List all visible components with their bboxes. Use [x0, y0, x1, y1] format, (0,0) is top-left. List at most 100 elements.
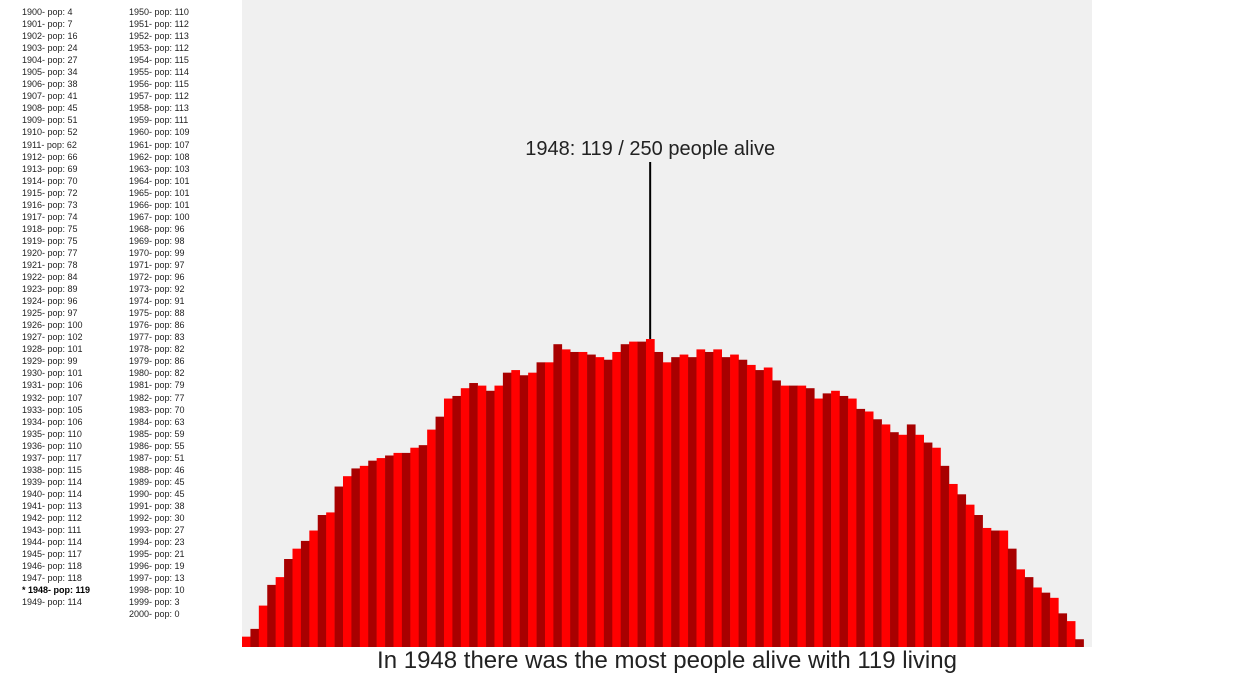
year-list-item: 1911- pop: 62 — [22, 139, 77, 150]
bar-1901 — [250, 628, 260, 647]
bar-1937 — [553, 344, 563, 647]
year-list-item: 1967- pop: 100 — [129, 211, 190, 222]
bar-1946 — [629, 341, 638, 647]
year-list-item: 1986- pop: 55 — [129, 440, 185, 451]
year-list-item: 1957- pop: 112 — [129, 91, 189, 102]
year-list-item: 1943- pop: 111 — [22, 525, 82, 536]
bar-1907 — [300, 540, 310, 647]
year-list-item: 1955- pop: 114 — [129, 67, 189, 78]
bar-1938 — [561, 349, 571, 647]
bar-1927 — [469, 383, 478, 647]
bar-1930 — [494, 385, 504, 647]
year-list-item: 1936- pop: 110 — [22, 440, 82, 451]
year-list-item: 1927- pop: 102 — [22, 332, 83, 343]
year-list-item: 1976- pop: 86 — [129, 320, 185, 331]
bar-1980 — [915, 434, 924, 647]
bar-1979 — [906, 424, 916, 647]
bar-1914 — [359, 465, 369, 647]
bar-1935 — [536, 362, 546, 647]
bar-1906 — [292, 548, 302, 647]
bar-1957 — [721, 357, 731, 647]
bar-1902 — [258, 605, 268, 647]
year-list-item: 1980- pop: 82 — [129, 368, 185, 379]
year-list-item: 1919- pop: 75 — [22, 235, 78, 246]
year-list-item: 1910- pop: 52 — [22, 127, 78, 138]
bar-1982 — [932, 447, 941, 647]
bar-1943 — [603, 359, 613, 647]
bar-1994 — [1033, 587, 1042, 647]
year-list-item: 1997- pop: 13 — [129, 573, 185, 584]
bar-1923 — [435, 416, 445, 647]
year-list-item: 1922- pop: 84 — [22, 272, 78, 283]
year-list-item: 1985- pop: 59 — [129, 428, 185, 439]
year-list-item: 1949- pop: 114 — [22, 597, 82, 608]
bar-1922 — [427, 429, 436, 647]
bar-1966 — [797, 385, 807, 647]
bar-1995 — [1041, 592, 1051, 647]
year-list-item: 1940- pop: 114 — [22, 488, 82, 499]
year-list-item: 1925- pop: 97 — [22, 308, 78, 319]
year-list-item: 2000- pop: 0 — [129, 609, 180, 620]
bar-1986 — [965, 504, 975, 647]
year-list-item: 1901- pop: 7 — [22, 19, 73, 30]
bar-1903 — [267, 584, 276, 647]
year-list-item: 1945- pop: 117 — [22, 549, 82, 560]
year-list-item: 1977- pop: 83 — [129, 332, 185, 343]
bar-1912 — [342, 476, 352, 647]
year-list-item: 1974- pop: 91 — [129, 296, 185, 307]
highlight-label: 1948: 119 / 250 people alive — [525, 138, 775, 160]
bar-1917 — [385, 455, 394, 647]
year-list-item: 1956- pop: 115 — [129, 79, 189, 90]
bar-1900 — [242, 636, 251, 647]
year-list-item: 1963- pop: 103 — [129, 163, 190, 174]
year-list-item: 1982- pop: 77 — [129, 392, 185, 403]
bar-1967 — [805, 388, 815, 647]
year-list-item: 1928- pop: 101 — [22, 344, 83, 355]
year-list-item: 1991- pop: 38 — [129, 500, 185, 511]
bar-1918 — [393, 452, 403, 647]
bar-1948 — [645, 339, 655, 647]
bars-group — [242, 339, 1084, 647]
bar-1942 — [595, 357, 605, 647]
year-list-item: 1915- pop: 72 — [22, 187, 78, 198]
bar-1909 — [317, 515, 327, 647]
bar-1990 — [999, 530, 1009, 647]
bar-1996 — [1049, 597, 1059, 647]
year-list-item: 1951- pop: 112 — [129, 19, 189, 30]
bar-1992 — [1016, 569, 1025, 647]
year-list-item: 1984- pop: 63 — [129, 416, 185, 427]
year-list-item: 1996- pop: 19 — [129, 561, 185, 572]
year-list-item: 1962- pop: 108 — [129, 151, 190, 162]
year-list-item: 1926- pop: 100 — [22, 320, 83, 331]
bar-1976 — [881, 424, 891, 647]
bar-1962 — [763, 367, 773, 647]
bar-1998 — [1066, 621, 1076, 647]
bar-1915 — [368, 460, 377, 647]
year-list-item: 1907- pop: 41 — [22, 91, 78, 102]
bar-1960 — [746, 364, 756, 647]
year-list-item: 1953- pop: 112 — [129, 43, 189, 54]
year-list-item: 1960- pop: 109 — [129, 127, 190, 138]
year-list-item: 1959- pop: 111 — [129, 115, 189, 126]
year-list-item: 1981- pop: 79 — [129, 380, 185, 391]
year-list-item: 1995- pop: 21 — [129, 549, 185, 560]
year-list-item: 1987- pop: 51 — [129, 452, 185, 463]
year-list-item: 1929- pop: 99 — [22, 356, 78, 367]
year-list-item: 1921- pop: 78 — [22, 259, 78, 270]
year-list-item: 1930- pop: 101 — [22, 368, 83, 379]
bar-1964 — [780, 385, 790, 647]
bar-1916 — [376, 458, 386, 647]
bar-1955 — [704, 351, 714, 647]
year-list-item: 1971- pop: 97 — [129, 259, 185, 270]
bar-1945 — [620, 344, 630, 647]
bar-1910 — [326, 512, 335, 647]
bar-1952 — [679, 354, 689, 647]
year-list-item: 1968- pop: 96 — [129, 223, 185, 234]
bar-1929 — [486, 390, 495, 647]
year-list-item: 1939- pop: 114 — [22, 476, 82, 487]
year-list-item: 1998- pop: 10 — [129, 585, 185, 596]
year-list-item: 1941- pop: 113 — [22, 500, 82, 511]
year-list-item: 1990- pop: 45 — [129, 488, 185, 499]
year-list-item: 1914- pop: 70 — [22, 175, 78, 186]
bar-1951 — [671, 357, 680, 647]
